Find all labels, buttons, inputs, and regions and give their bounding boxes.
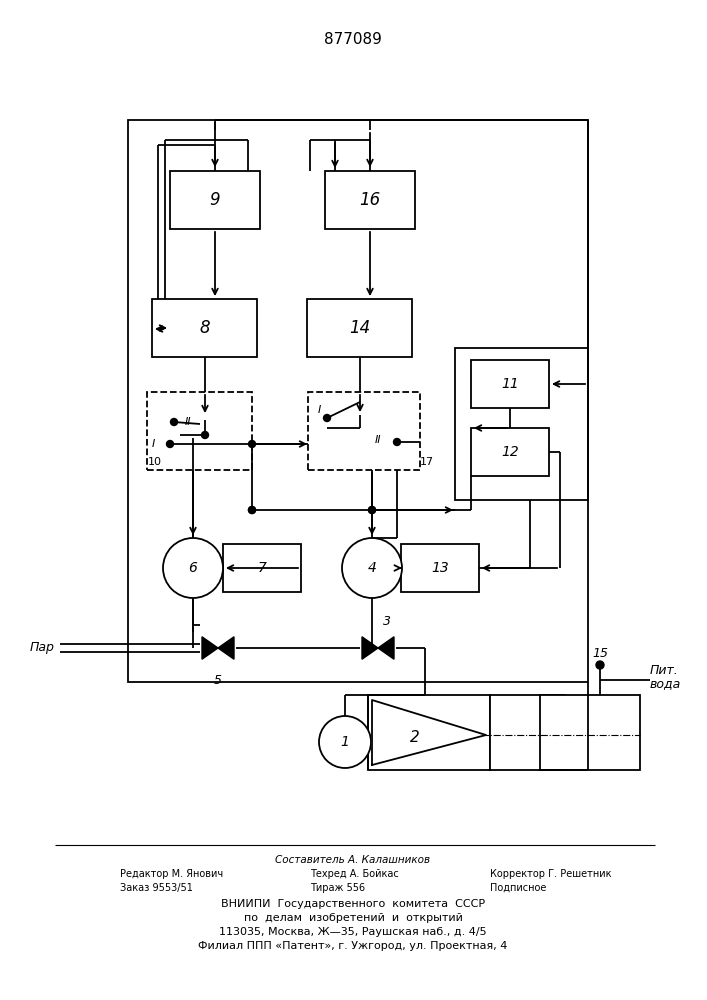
Circle shape [368, 506, 375, 514]
Text: по  делам  изобретений  и  открытий: по делам изобретений и открытий [244, 913, 462, 923]
Bar [471, 428, 549, 476]
Bar [128, 120, 588, 682]
Circle shape [368, 506, 375, 514]
Text: 11: 11 [501, 377, 519, 391]
Circle shape [201, 432, 209, 438]
Bar [455, 348, 588, 500]
Bar [368, 695, 490, 770]
Text: I: I [152, 439, 156, 449]
Text: 3: 3 [383, 615, 391, 628]
Bar [308, 392, 420, 470]
Text: 12: 12 [501, 445, 519, 459]
Text: Составитель А. Калашников: Составитель А. Калашников [276, 855, 431, 865]
Text: 4: 4 [368, 561, 376, 575]
Text: II: II [185, 417, 192, 427]
Text: вода: вода [650, 678, 682, 690]
Circle shape [319, 716, 371, 768]
Bar [170, 171, 260, 229]
Text: 113035, Москва, Ж—35, Раушская наб., д. 4/5: 113035, Москва, Ж—35, Раушская наб., д. … [219, 927, 487, 937]
Text: Редактор М. Янович: Редактор М. Янович [120, 869, 223, 879]
Text: 16: 16 [359, 191, 380, 209]
Text: 14: 14 [349, 319, 370, 337]
Circle shape [324, 414, 330, 422]
Text: Заказ 9553/51: Заказ 9553/51 [120, 883, 193, 893]
Bar [147, 392, 252, 470]
Text: I: I [318, 405, 321, 415]
Bar [153, 299, 257, 357]
Bar [223, 544, 301, 592]
Text: 5: 5 [214, 674, 222, 687]
Text: Пар: Пар [30, 642, 55, 654]
Bar [471, 360, 549, 408]
Polygon shape [202, 637, 218, 659]
Bar [540, 695, 640, 770]
Text: 10: 10 [148, 457, 162, 467]
Circle shape [248, 440, 255, 448]
Text: Филиал ППП «Патент», г. Ужгород, ул. Проектная, 4: Филиал ППП «Патент», г. Ужгород, ул. Про… [198, 941, 508, 951]
Bar [490, 695, 565, 770]
Polygon shape [372, 700, 486, 765]
Circle shape [248, 506, 255, 514]
Circle shape [248, 506, 255, 514]
Bar [401, 544, 479, 592]
Polygon shape [362, 637, 378, 659]
Text: 15: 15 [592, 647, 608, 660]
Text: Тираж 556: Тираж 556 [310, 883, 365, 893]
Text: 9: 9 [210, 191, 221, 209]
Text: 6: 6 [189, 561, 197, 575]
Circle shape [163, 538, 223, 598]
Text: 877089: 877089 [324, 32, 382, 47]
Circle shape [342, 538, 402, 598]
Circle shape [394, 438, 400, 446]
Circle shape [596, 661, 604, 669]
Bar [308, 299, 412, 357]
Text: II: II [375, 435, 382, 445]
Circle shape [167, 440, 173, 448]
Text: 17: 17 [420, 457, 434, 467]
Polygon shape [378, 637, 394, 659]
Text: 2: 2 [410, 730, 420, 746]
Bar [325, 171, 415, 229]
Polygon shape [218, 637, 234, 659]
Circle shape [170, 418, 177, 426]
Text: Подписное: Подписное [490, 883, 547, 893]
Text: 13: 13 [431, 561, 449, 575]
Text: Пит.: Пит. [650, 664, 679, 676]
Text: ВНИИПИ  Государственного  комитета  СССР: ВНИИПИ Государственного комитета СССР [221, 899, 485, 909]
Text: Корректор Г. Решетник: Корректор Г. Решетник [490, 869, 612, 879]
Text: 1: 1 [341, 735, 349, 749]
Text: 8: 8 [199, 319, 210, 337]
Text: Техред А. Бойкас: Техред А. Бойкас [310, 869, 399, 879]
Text: 7: 7 [257, 561, 267, 575]
